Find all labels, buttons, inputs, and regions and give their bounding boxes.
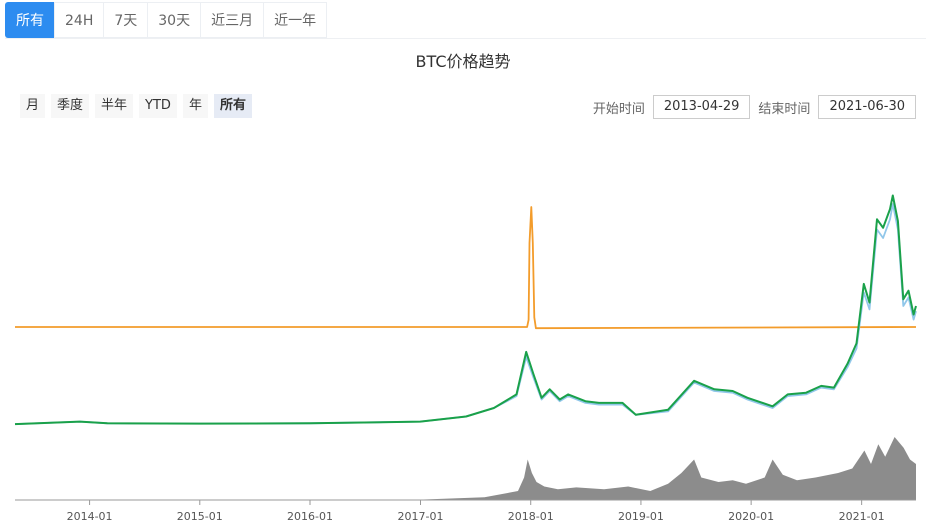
x-tick-label: 2021-01 xyxy=(839,510,885,523)
tab-4[interactable]: 近三月 xyxy=(200,2,264,38)
start-date-label: 开始时间 xyxy=(592,101,645,117)
x-tick-label: 2019-01 xyxy=(618,510,664,523)
tab-1[interactable]: 24H xyxy=(54,2,104,38)
tab-3[interactable]: 30天 xyxy=(147,2,201,38)
tab-5[interactable]: 近一年 xyxy=(263,2,328,38)
series-line-1 xyxy=(14,203,917,425)
x-tick-label: 2017-01 xyxy=(398,510,444,523)
x-tick-label: 2014-01 xyxy=(67,510,113,523)
start-date-input[interactable]: 2013-04-29 xyxy=(652,95,751,119)
period-tabs: 所有 24H 7天 30天 近三月 近一年 xyxy=(5,2,328,38)
x-tick-label: 2015-01 xyxy=(177,510,223,523)
chart-title: BTC价格趋势 xyxy=(415,52,511,71)
range-button-1[interactable]: 季度 xyxy=(51,94,90,118)
x-tick-label: 2018-01 xyxy=(508,510,554,523)
end-date-input[interactable]: 2021-06-30 xyxy=(818,95,916,119)
range-button-3[interactable]: YTD xyxy=(139,94,177,118)
end-date-label: 结束时间 xyxy=(758,101,811,117)
tab-2[interactable]: 7天 xyxy=(103,2,148,38)
tab-0[interactable]: 所有 xyxy=(5,2,54,38)
range-button-0[interactable]: 月 xyxy=(20,94,46,118)
range-buttons: 月季度 半年 YTD 年所有 xyxy=(20,94,252,118)
date-range: 开始时间 2013-04-29 结束时间 2021-06-30 xyxy=(593,95,916,119)
range-button-2[interactable]: 半年 xyxy=(95,94,134,118)
x-tick-label: 2020-01 xyxy=(728,510,774,523)
range-button-5[interactable]: 所有 xyxy=(213,94,252,118)
series-line-0 xyxy=(15,206,917,330)
x-tick-label: 2016-01 xyxy=(287,510,333,523)
series-line-2 xyxy=(14,194,917,426)
divider xyxy=(5,38,926,39)
volume-area xyxy=(15,437,916,500)
range-button-4[interactable]: 年 xyxy=(182,94,208,118)
